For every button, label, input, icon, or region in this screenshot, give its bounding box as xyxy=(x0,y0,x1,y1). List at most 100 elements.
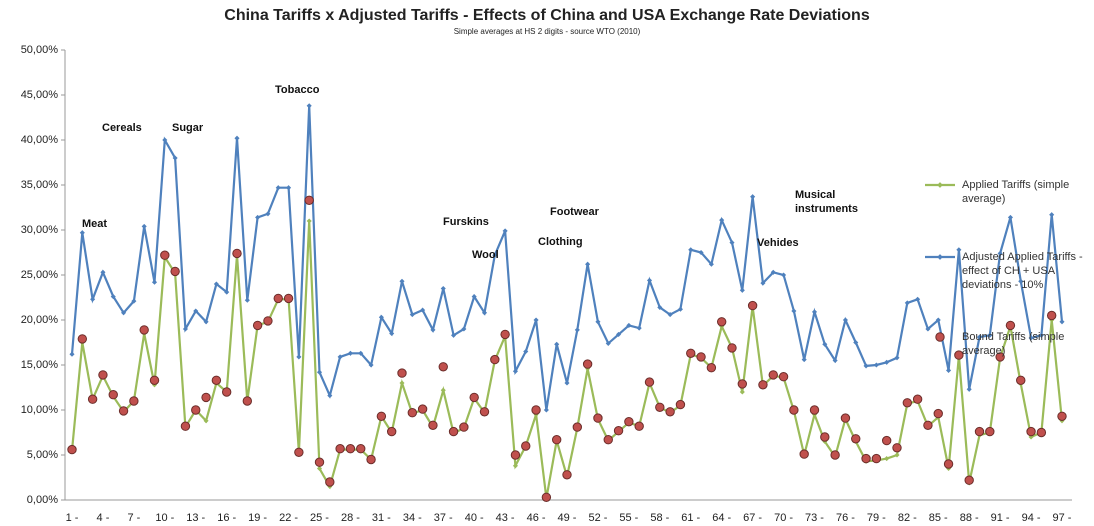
marker xyxy=(417,404,428,414)
marker xyxy=(613,426,624,436)
legend-entry: Bound Tariffs (simple average) xyxy=(962,331,1065,357)
series-line xyxy=(70,220,1064,499)
annotation: Tobacco xyxy=(275,84,320,96)
annotation: Clothing xyxy=(538,236,583,248)
marker xyxy=(935,317,941,323)
marker xyxy=(1038,332,1044,338)
marker xyxy=(665,407,675,417)
y-tick-label: 20,00% xyxy=(21,314,59,326)
marker xyxy=(1018,278,1024,284)
marker xyxy=(572,422,583,432)
marker xyxy=(811,309,818,315)
marker xyxy=(451,332,457,338)
x-tick-label: 64 - xyxy=(712,512,731,524)
y-tick-label: 0,00% xyxy=(27,494,58,506)
marker xyxy=(851,434,861,444)
marker xyxy=(636,325,642,331)
marker xyxy=(141,223,147,229)
marker xyxy=(263,316,273,326)
marker xyxy=(1016,375,1026,385)
marker xyxy=(758,380,768,390)
marker xyxy=(275,185,281,191)
marker xyxy=(180,421,191,431)
marker xyxy=(1046,310,1057,321)
marker xyxy=(358,350,364,356)
x-tick-label: 67 - xyxy=(743,512,762,524)
marker xyxy=(624,417,634,427)
marker xyxy=(294,447,304,457)
marker xyxy=(139,325,149,335)
marker xyxy=(420,307,426,313)
legend-swatch xyxy=(937,254,943,260)
marker xyxy=(881,435,892,446)
marker xyxy=(77,334,88,344)
x-tick-label: 97 - xyxy=(1053,512,1072,524)
marker xyxy=(781,272,787,278)
marker xyxy=(799,449,809,459)
marker xyxy=(894,452,900,458)
x-tick-label: 49 - xyxy=(558,512,577,524)
marker xyxy=(481,310,488,316)
marker xyxy=(894,355,900,361)
marker xyxy=(1028,335,1034,341)
marker xyxy=(964,475,974,485)
annotation: Sugar xyxy=(172,122,204,134)
x-tick-label: 61 - xyxy=(681,512,700,524)
marker xyxy=(170,266,180,277)
legend-swatch xyxy=(937,182,943,188)
marker xyxy=(1007,214,1013,220)
marker xyxy=(490,354,500,365)
marker xyxy=(985,426,995,437)
marker xyxy=(172,155,178,161)
x-tick-label: 1 - xyxy=(66,512,79,524)
marker xyxy=(428,420,438,430)
marker xyxy=(873,362,879,368)
marker xyxy=(523,348,529,355)
marker xyxy=(904,300,910,306)
marker xyxy=(265,211,271,217)
x-tick-label: 4 - xyxy=(97,512,110,524)
marker xyxy=(593,413,603,423)
marker xyxy=(809,405,820,415)
x-tick-label: 70 - xyxy=(774,512,793,524)
marker xyxy=(203,418,209,424)
marker xyxy=(201,392,211,403)
marker xyxy=(1026,426,1036,437)
x-tick-label: 25 - xyxy=(310,512,329,524)
x-tick-label: 37 - xyxy=(434,512,453,524)
marker xyxy=(461,326,467,332)
marker xyxy=(492,252,498,258)
marker xyxy=(469,392,479,403)
marker xyxy=(655,402,665,412)
marker xyxy=(605,340,611,346)
marker xyxy=(67,444,77,455)
marker xyxy=(151,279,158,285)
marker xyxy=(397,368,407,378)
marker xyxy=(543,407,549,413)
x-tick-label: 19 - xyxy=(248,512,267,524)
marker xyxy=(840,413,851,423)
marker xyxy=(585,261,591,267)
marker xyxy=(727,343,737,353)
marker xyxy=(531,405,541,415)
marker xyxy=(750,194,756,200)
marker xyxy=(459,422,469,432)
marker xyxy=(79,230,85,236)
marker xyxy=(564,380,570,386)
marker xyxy=(739,389,745,395)
marker xyxy=(966,386,972,392)
marker xyxy=(110,294,116,300)
marker xyxy=(244,297,250,303)
legend-entry: Adjusted Applied Tariffs - effect of CH … xyxy=(962,251,1083,291)
marker xyxy=(306,218,312,224)
x-tick-label: 16 - xyxy=(217,512,236,524)
marker xyxy=(160,250,170,260)
marker xyxy=(304,195,314,206)
marker xyxy=(283,293,294,304)
marker xyxy=(316,369,323,375)
chart-title: China Tariffs x Adjusted Tariffs - Effec… xyxy=(224,7,870,24)
y-tick-label: 40,00% xyxy=(21,134,59,146)
marker xyxy=(368,362,374,368)
marker xyxy=(296,354,302,360)
marker xyxy=(644,377,655,387)
